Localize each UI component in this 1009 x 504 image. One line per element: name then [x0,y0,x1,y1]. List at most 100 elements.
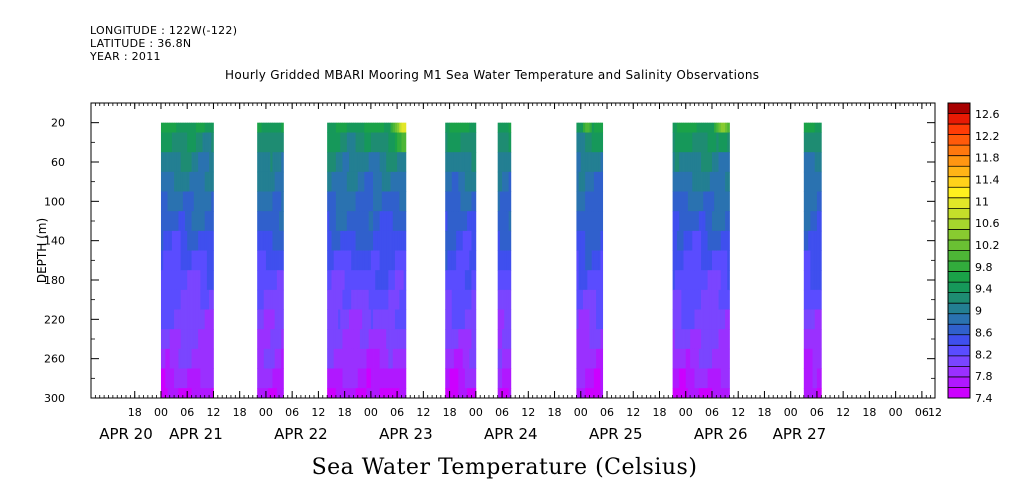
heatmap-cell [169,270,173,291]
heatmap-cell [366,191,370,212]
heatmap-cell [707,171,711,192]
heatmap-cell [458,329,461,350]
heatmap-cell [720,270,724,291]
heatmap-cell [355,368,359,389]
heatmap-cell [694,388,698,399]
heatmap-cell [725,309,728,330]
heatmap-cell [598,122,601,133]
heatmap-cell [685,368,689,389]
heatmap-cell [268,211,271,232]
x-hour-label: 06 [390,406,404,419]
heatmap-cell [401,191,405,212]
colorbar-swatch [948,208,970,220]
heatmap-cell [276,211,280,232]
heatmap-cell [377,230,381,251]
heatmap-cell [198,368,201,389]
heatmap-cell [720,230,724,251]
heatmap-cell [171,171,175,192]
heatmap-cell [174,122,177,133]
heatmap-cell [340,329,343,350]
heatmap-cell [204,122,208,133]
heatmap-cell [373,230,376,251]
heatmap-cell [327,270,330,291]
heatmap-cell [508,309,512,330]
heatmap-cell [381,132,385,153]
heatmap-cell [388,309,391,330]
heatmap-cell [189,309,192,330]
heatmap-cell [578,171,582,192]
colorbar-label: 8.2 [975,348,993,361]
heatmap-cell [469,348,472,369]
heatmap-cell [508,132,512,153]
heatmap-cell [725,171,728,192]
heatmap-cell [456,191,459,212]
heatmap-cell [401,289,405,310]
heatmap-cell [727,211,730,232]
heatmap-cell [185,329,188,350]
heatmap-cell [281,388,284,399]
heatmap-cell [679,309,682,330]
heatmap-cell [187,388,190,399]
x-hour-label: 18 [548,406,562,419]
heatmap-cell [270,348,273,369]
heatmap-cell [329,191,332,212]
heatmap-cell [467,348,470,369]
heatmap-cell [185,289,188,310]
heatmap-cell [456,211,459,232]
heatmap-cell [279,329,282,350]
heatmap-cell [681,171,684,192]
heatmap-cell [364,122,367,133]
heatmap-cell [373,250,376,271]
heatmap-cell [263,348,267,369]
heatmap-cell [392,250,396,271]
heatmap-cell [449,171,453,192]
colorbar-swatch [948,187,970,199]
heatmap-cell [357,171,361,192]
heatmap-cell [370,171,374,192]
heatmap-cell [709,122,713,133]
heatmap-cell [805,329,809,350]
heatmap-cell [189,191,192,212]
heatmap-cell [364,329,367,350]
heatmap-cell [193,250,197,271]
heatmap-cell [185,152,188,173]
x-hour-label: 12 [416,406,430,419]
heatmap-cell [257,211,260,232]
heatmap-cell [388,191,391,212]
heatmap-cell [163,122,166,133]
heatmap-cell [383,122,387,133]
heatmap-cell [447,250,450,271]
heatmap-cell [176,348,179,369]
heatmap-cell [195,211,199,232]
heatmap-cell [598,270,601,291]
heatmap-cell [451,122,455,133]
heatmap-cell [593,250,597,271]
heatmap-cell [589,309,593,330]
heatmap-cell [596,329,599,350]
heatmap-cell [198,329,201,350]
heatmap-cell [211,122,214,133]
x-hour-label: 06 [705,406,719,419]
heatmap-cell [357,250,361,271]
heatmap-cell [722,230,726,251]
heatmap-cell [370,329,374,350]
heatmap-cell [204,171,208,192]
heatmap-cell [727,132,730,153]
heatmap-cell [331,309,335,330]
heatmap-cell [709,132,713,153]
heatmap-cell [600,152,604,173]
heatmap-cell [174,191,177,212]
heatmap-cell [576,132,579,153]
heatmap-cell [805,171,809,192]
heatmap-cell [600,122,604,133]
heatmap-cell [812,250,816,271]
heatmap-cell [696,171,700,192]
heatmap-cell [204,191,208,212]
heatmap-cell [598,191,601,212]
heatmap-cell [808,211,811,232]
heatmap-cell [204,270,208,291]
heatmap-cell [453,211,457,232]
heatmap-cell [180,122,184,133]
heatmap-cell [473,348,477,369]
